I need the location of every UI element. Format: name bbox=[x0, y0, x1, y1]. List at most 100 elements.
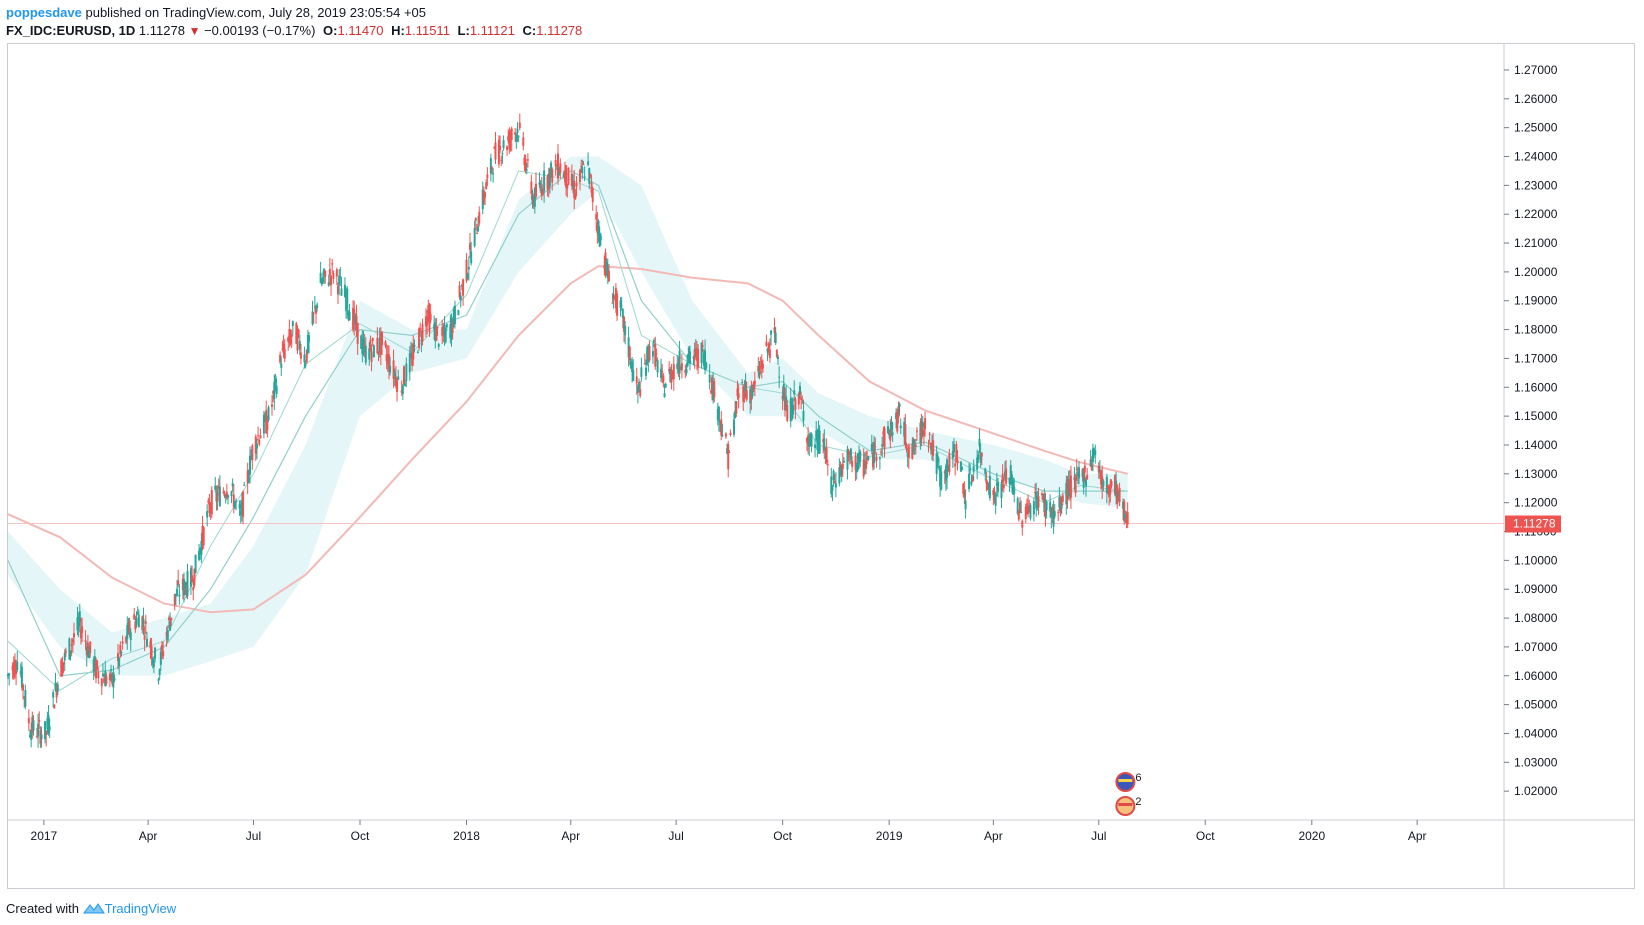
us-flag-icon[interactable]: 2 bbox=[1115, 796, 1141, 816]
candle bbox=[502, 135, 505, 151]
candle bbox=[753, 371, 756, 397]
candle bbox=[522, 131, 525, 151]
open-value: 1.11470 bbox=[337, 23, 384, 38]
candle bbox=[880, 448, 883, 456]
candle bbox=[48, 718, 51, 738]
candle bbox=[670, 364, 673, 390]
candle bbox=[919, 418, 922, 450]
candle bbox=[103, 673, 106, 684]
tradingview-brand[interactable]: TradingView bbox=[104, 901, 177, 916]
candle-body bbox=[11, 665, 14, 671]
candle bbox=[802, 399, 805, 427]
candle-body bbox=[287, 337, 290, 342]
candle-body bbox=[774, 332, 777, 343]
candle bbox=[352, 300, 355, 333]
candle bbox=[518, 113, 521, 131]
candle-body bbox=[1000, 483, 1003, 499]
candle bbox=[906, 448, 909, 468]
candle bbox=[84, 630, 87, 651]
candle-body bbox=[86, 642, 89, 656]
symbol-name[interactable]: FX_IDC:EURUSD, 1D bbox=[6, 23, 136, 38]
candle-body bbox=[997, 482, 999, 492]
candle bbox=[793, 380, 796, 401]
candle-body bbox=[162, 650, 165, 657]
candle bbox=[167, 615, 170, 629]
candle bbox=[687, 346, 690, 363]
candle-body bbox=[239, 510, 242, 516]
candle bbox=[135, 611, 138, 628]
candle bbox=[1009, 460, 1012, 486]
candle-body bbox=[418, 328, 421, 349]
candle bbox=[321, 271, 324, 285]
sma-200-line bbox=[7, 265, 1128, 614]
candle bbox=[663, 383, 666, 398]
candle bbox=[799, 382, 801, 399]
candle-body bbox=[711, 377, 713, 394]
chart-frame[interactable] bbox=[7, 43, 1635, 889]
candle bbox=[575, 176, 578, 197]
candle-body bbox=[951, 450, 954, 459]
candle bbox=[360, 334, 363, 350]
candle-body bbox=[279, 354, 282, 363]
candle bbox=[605, 257, 608, 277]
candle bbox=[818, 425, 821, 455]
candle-body bbox=[539, 186, 542, 191]
candle-body bbox=[493, 147, 496, 149]
candle-body bbox=[830, 476, 833, 495]
eu-flag-icon[interactable]: 6 bbox=[1115, 772, 1141, 792]
candle bbox=[640, 357, 643, 382]
candle-body bbox=[323, 268, 326, 277]
candle-body bbox=[692, 356, 695, 359]
event-flag-stripe bbox=[1118, 803, 1133, 806]
candle bbox=[73, 622, 75, 646]
candle-body bbox=[389, 365, 392, 373]
candle bbox=[157, 677, 160, 685]
candle-body bbox=[695, 349, 698, 361]
candle-body bbox=[272, 391, 275, 394]
candle-body bbox=[217, 486, 220, 489]
candle-body bbox=[1053, 511, 1056, 517]
candle bbox=[408, 346, 411, 381]
candle bbox=[482, 186, 485, 205]
candle-body bbox=[103, 678, 106, 683]
candle bbox=[887, 420, 889, 434]
candle bbox=[356, 322, 359, 355]
candle bbox=[782, 374, 785, 401]
candle-body bbox=[101, 673, 104, 677]
candle bbox=[295, 321, 298, 344]
candle-body bbox=[590, 182, 593, 193]
candle-body bbox=[1002, 484, 1005, 489]
candle bbox=[994, 491, 997, 515]
candle-body bbox=[201, 526, 204, 543]
candle-body bbox=[1041, 493, 1043, 496]
candle bbox=[978, 428, 981, 454]
candle-body bbox=[906, 453, 909, 457]
candle bbox=[222, 487, 225, 495]
candle bbox=[363, 334, 366, 358]
candle bbox=[685, 362, 688, 376]
candle-body bbox=[100, 678, 103, 687]
candle bbox=[736, 380, 739, 400]
candle bbox=[797, 391, 800, 410]
candle bbox=[225, 483, 228, 500]
candle-body bbox=[1017, 511, 1020, 520]
candle-body bbox=[340, 288, 343, 296]
candle-body bbox=[964, 500, 967, 510]
candle-body bbox=[376, 338, 379, 353]
candle bbox=[589, 173, 592, 179]
y-tick-label: 1.06000 bbox=[1514, 669, 1558, 683]
candle bbox=[1124, 510, 1127, 524]
candle-body bbox=[970, 481, 973, 485]
candle-body bbox=[1086, 474, 1089, 480]
candle-body bbox=[451, 321, 454, 334]
candle bbox=[250, 449, 253, 460]
author-link[interactable]: poppesdave bbox=[6, 5, 82, 20]
candle bbox=[207, 497, 210, 505]
candle bbox=[275, 378, 278, 398]
candle-body bbox=[1081, 469, 1084, 477]
candle-body bbox=[1101, 476, 1104, 489]
candle-body bbox=[518, 122, 521, 128]
candle-body bbox=[484, 192, 487, 198]
candle-body bbox=[216, 494, 219, 502]
